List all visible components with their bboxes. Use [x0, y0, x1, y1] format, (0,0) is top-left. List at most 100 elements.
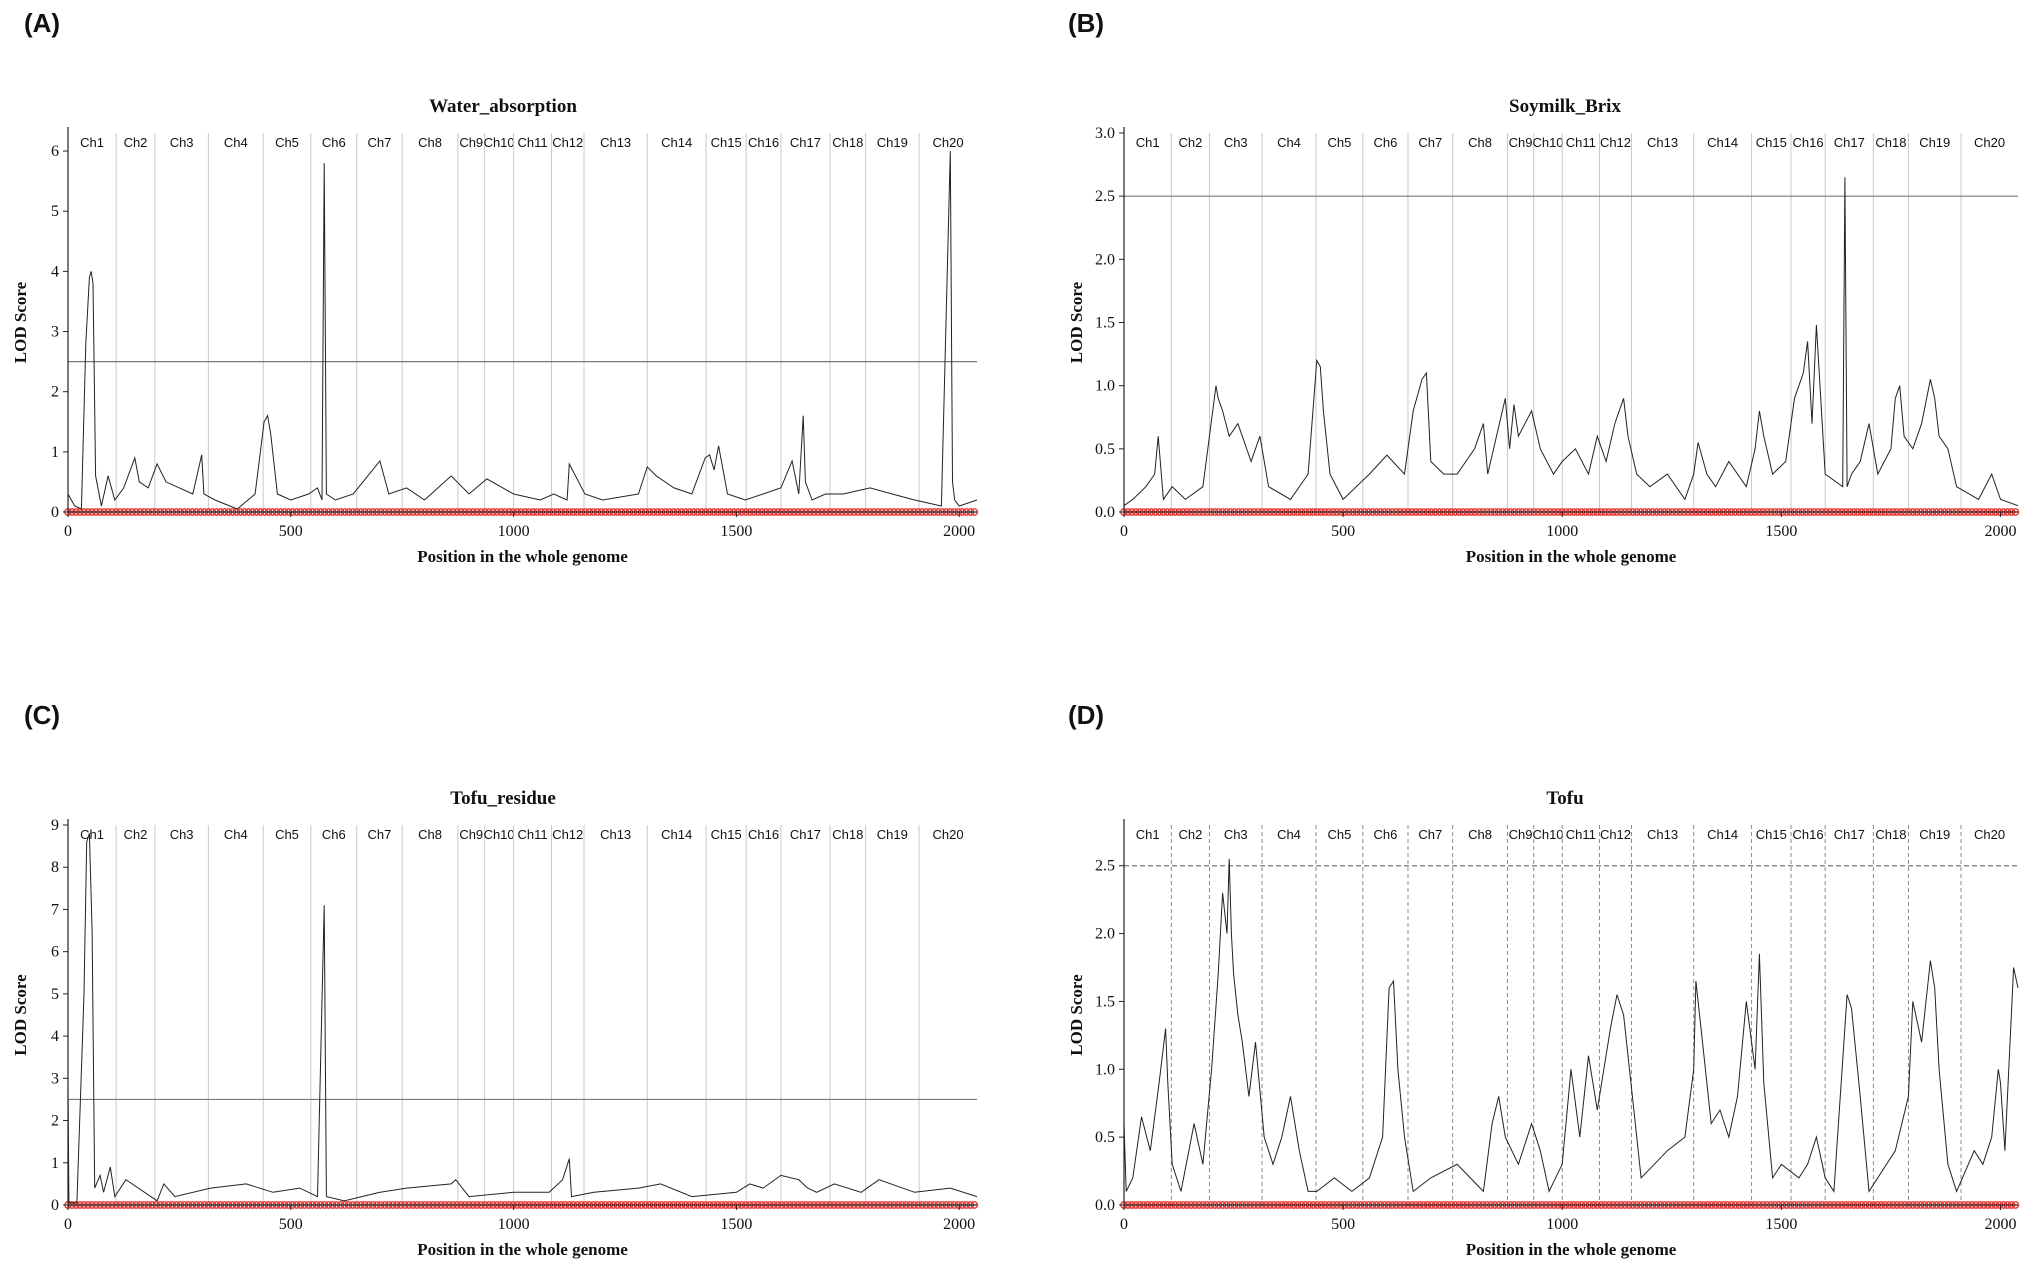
x-axis-label: Position in the whole genome	[1466, 547, 1677, 566]
chart-panel-c: (C) Tofu_residue Ch1 Ch2 Ch3 Ch4 Ch5 Ch6 Ch7 Ch8 C…	[11, 700, 979, 1259]
y-tick-label: 1	[51, 444, 59, 461]
lod-series-line	[1123, 177, 2019, 507]
y-tick-label: 5	[51, 203, 59, 220]
chromosome-label: Ch6	[322, 827, 346, 842]
chromosome-label: Ch8	[418, 827, 442, 842]
chromosome-label: Ch1	[80, 827, 104, 842]
y-tick-label: 2	[51, 384, 59, 401]
chromosome-label: Ch7	[1418, 827, 1442, 842]
y-tick-label: 8	[51, 859, 59, 876]
chromosome-label: Ch8	[1468, 135, 1492, 150]
chromosome-label: Ch18	[832, 135, 863, 150]
chromosome-label: Ch2	[1178, 827, 1202, 842]
chromosome-label: Ch19	[877, 827, 908, 842]
y-tick-label: 0.5	[1095, 441, 1115, 458]
y-axis-label: LOD Score	[1067, 281, 1086, 363]
chromosome-label: Ch7	[368, 135, 392, 150]
y-tick-label: 2.0	[1095, 251, 1115, 268]
chromosome-label: Ch10	[484, 827, 515, 842]
chromosome-label: Ch10	[1532, 135, 1563, 150]
chromosome-label: Ch13	[600, 135, 631, 150]
chromosome-label: Ch9	[1509, 827, 1533, 842]
chromosome-label: Ch17	[790, 135, 821, 150]
y-axis-label: LOD Score	[1067, 974, 1086, 1056]
chart-title: Tofu_residue	[450, 788, 556, 809]
chromosome-label: Ch2	[124, 827, 148, 842]
y-tick-label: 1.0	[1095, 1061, 1115, 1078]
chromosome-label: Ch20	[932, 135, 963, 150]
chart-title: Tofu	[1546, 788, 1584, 809]
x-tick-label: 1500	[1765, 1216, 1797, 1233]
chromosome-label: Ch14	[1707, 827, 1738, 842]
panel-label: (B)	[1068, 8, 1104, 38]
x-tick-label: 0	[64, 523, 72, 540]
x-tick-label: 500	[1331, 1216, 1355, 1233]
y-axis-label: LOD Score	[11, 974, 30, 1056]
x-tick-label: 1500	[1765, 523, 1797, 540]
chromosome-label: Ch3	[170, 135, 194, 150]
chromosome-label: Ch11	[1566, 827, 1596, 842]
chromosome-label: Ch14	[1707, 135, 1738, 150]
x-tick-label: 0	[1120, 523, 1128, 540]
y-tick-label: 0.5	[1095, 1129, 1115, 1146]
y-tick-label: 4	[51, 1028, 59, 1045]
chromosome-label: Ch9	[459, 827, 483, 842]
chromosome-label: Ch4	[1277, 827, 1301, 842]
lod-series-line	[67, 833, 978, 1204]
x-tick-label: 500	[279, 523, 303, 540]
x-tick-label: 1000	[1546, 523, 1578, 540]
chromosome-label: Ch19	[1919, 827, 1950, 842]
chromosome-label: Ch17	[790, 827, 821, 842]
chromosome-label: Ch1	[80, 135, 104, 150]
x-tick-label: 2000	[1984, 523, 2016, 540]
y-tick-label: 1.0	[1095, 378, 1115, 395]
chromosome-label: Ch19	[1919, 135, 1950, 150]
chromosome-label: Ch14	[661, 135, 692, 150]
x-tick-label: 1000	[498, 1216, 530, 1233]
chromosome-label: Ch1	[1136, 827, 1160, 842]
chromosome-label: Ch12	[1600, 827, 1631, 842]
chromosome-label: Ch7	[368, 827, 392, 842]
chart-panel-a: (A) Water_absorption Ch1 Ch2 Ch3 Ch4 Ch5 Ch6 Ch7…	[11, 8, 979, 566]
x-tick-label: 2000	[943, 523, 975, 540]
chromosome-label: Ch18	[1875, 135, 1906, 150]
chart-title: Soymilk_Brix	[1509, 96, 1621, 117]
y-tick-label: 3	[51, 1070, 59, 1087]
y-tick-label: 1.5	[1095, 315, 1115, 332]
chromosome-label: Ch16	[748, 827, 779, 842]
chromosome-label: Ch5	[275, 135, 299, 150]
chromosome-label: Ch18	[832, 827, 863, 842]
y-tick-label: 3.0	[1095, 125, 1115, 142]
chromosome-label: Ch3	[1224, 135, 1248, 150]
y-tick-label: 0	[51, 504, 59, 521]
x-tick-label: 1000	[498, 523, 530, 540]
chromosome-label: Ch7	[1418, 135, 1442, 150]
y-tick-label: 3	[51, 324, 59, 341]
y-axis-label: LOD Score	[11, 281, 30, 363]
chromosome-label: Ch3	[170, 827, 194, 842]
y-tick-label: 5	[51, 986, 59, 1003]
chromosome-label: Ch11	[517, 827, 547, 842]
x-tick-label: 0	[64, 1216, 72, 1233]
chromosome-label: Ch5	[1327, 827, 1351, 842]
y-tick-label: 9	[51, 817, 59, 834]
chromosome-label: Ch14	[661, 827, 692, 842]
y-tick-label: 0	[51, 1197, 59, 1214]
x-tick-label: 1500	[720, 523, 752, 540]
y-tick-label: 1	[51, 1155, 59, 1172]
chromosome-label: Ch9	[1509, 135, 1533, 150]
chromosome-label: Ch11	[517, 135, 547, 150]
chromosome-label: Ch17	[1834, 135, 1865, 150]
chromosome-label: Ch20	[1974, 135, 2005, 150]
y-tick-label: 7	[51, 901, 59, 918]
chart-title: Water_absorption	[429, 96, 577, 117]
y-tick-label: 2	[51, 1113, 59, 1130]
chromosome-label: Ch4	[224, 827, 248, 842]
y-tick-label: 2.5	[1095, 858, 1115, 875]
panel-label: (A)	[24, 8, 60, 38]
y-tick-label: 1.5	[1095, 993, 1115, 1010]
y-tick-label: 2.0	[1095, 926, 1115, 943]
x-tick-label: 2000	[943, 1216, 975, 1233]
chromosome-label: Ch20	[932, 827, 963, 842]
lod-series-line	[1123, 858, 2019, 1193]
